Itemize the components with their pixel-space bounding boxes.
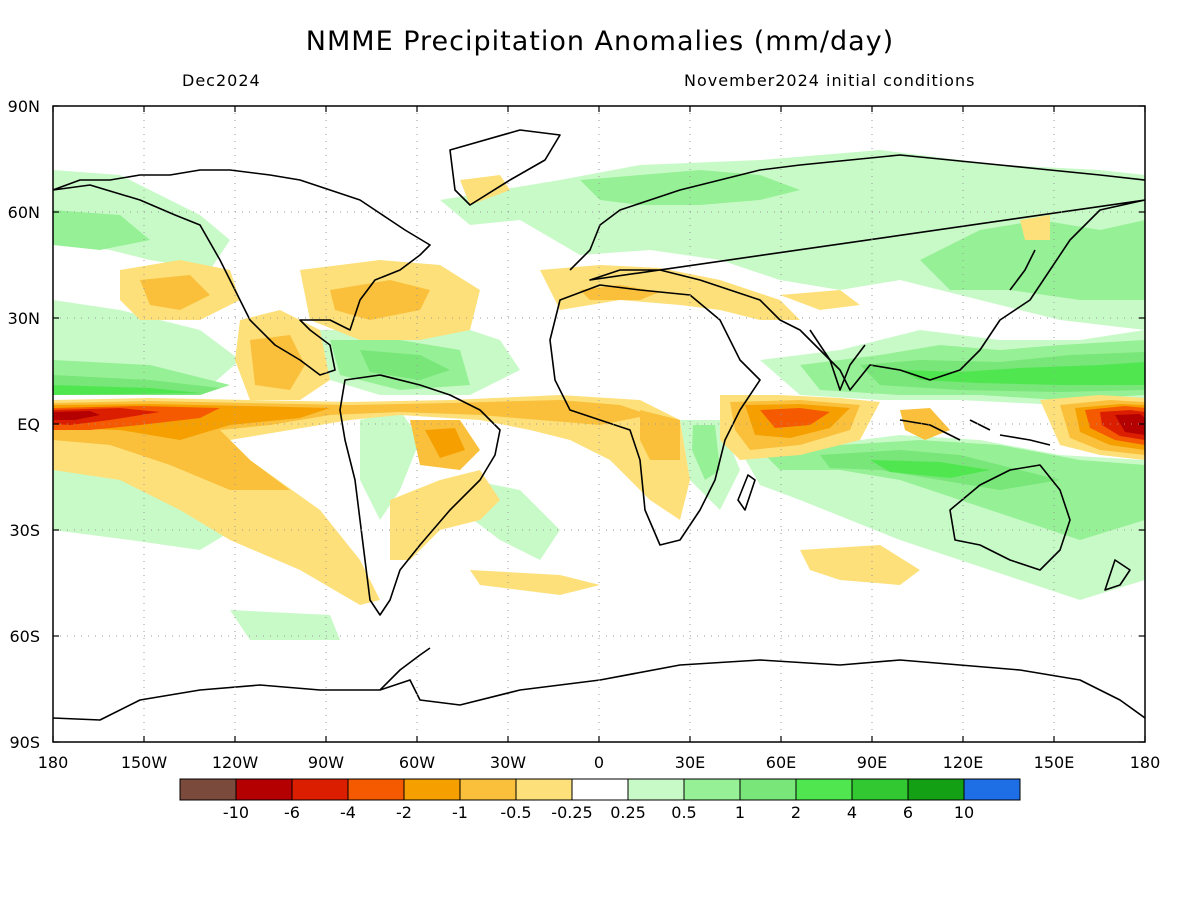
colorbar-label: -6 [284, 803, 300, 822]
dry-region [1115, 414, 1145, 435]
valid-month-label: Dec2024 [182, 71, 261, 90]
latitude-labels: 90N 60N 30N EQ 30S 60S 90S [8, 97, 40, 752]
wet-region [230, 610, 340, 640]
wet-region [53, 385, 200, 395]
colorbar-label: -10 [223, 803, 249, 822]
tick-marks [52, 105, 1146, 743]
south-america-coast [339, 374, 501, 616]
dry-region [800, 545, 920, 585]
graticule [53, 106, 1145, 742]
lat-tick-label: 90S [9, 733, 40, 752]
africa-coast [549, 284, 761, 546]
lon-tick-label: 30W [490, 753, 526, 772]
dry-region [53, 411, 100, 420]
colorbar-label: 6 [903, 803, 913, 822]
dry-region [1020, 215, 1050, 240]
madagascar-coast [737, 474, 756, 511]
colorbar-swatch [963, 778, 1021, 801]
india-coast [809, 329, 866, 391]
lon-tick-label: 150E [1034, 753, 1075, 772]
colorbar-label: -0.25 [551, 803, 592, 822]
antarctica-coast [53, 659, 1145, 721]
colorbar-swatch [907, 778, 965, 801]
lon-tick-label: 30E [675, 753, 705, 772]
lat-tick-label: 90N [8, 97, 40, 116]
colorbar-label: 10 [954, 803, 974, 822]
colorbar-swatch [739, 778, 797, 801]
lat-tick-label: 30S [9, 521, 40, 540]
lon-tick-label: 90W [308, 753, 344, 772]
colorbar-swatch [235, 778, 293, 801]
longitude-labels: 180 150W 120W 90W 60W 30W 0 30E 60E 90E … [38, 753, 1161, 772]
japan-coast [1009, 249, 1036, 291]
colorbar-swatch [347, 778, 405, 801]
dry-region [640, 410, 680, 460]
lon-tick-label: 120E [943, 753, 984, 772]
wet-region [53, 210, 150, 250]
australia-coast [949, 464, 1071, 571]
colorbar-swatch [459, 778, 517, 801]
dry-region [460, 175, 510, 205]
colorbar-label: 4 [847, 803, 857, 822]
dry-region [780, 290, 860, 310]
wet-region [900, 362, 1145, 385]
greenland-coast [449, 129, 561, 206]
lon-tick-label: 150W [121, 753, 168, 772]
colorbar-swatch [851, 778, 909, 801]
colorbar-swatch [179, 778, 237, 801]
colorbar: -10 -6 -4 -2 -1 -0.5 -0.25 0.25 0.5 1 2 4 6 10 [179, 778, 1021, 822]
colorbar-label: 0.5 [671, 803, 696, 822]
colorbar-swatch [627, 778, 685, 801]
lon-tick-label: 120W [212, 753, 259, 772]
lon-tick-label: 180 [1130, 753, 1161, 772]
dry-region [470, 570, 600, 595]
coastlines [53, 129, 1145, 721]
colorbar-label: 1 [735, 803, 745, 822]
colorbar-label: -2 [396, 803, 412, 822]
colorbar-label: 2 [791, 803, 801, 822]
new-zealand-coast [1104, 559, 1131, 591]
colorbar-swatch [515, 778, 573, 801]
dry-region [580, 285, 660, 300]
wet-region [692, 425, 720, 480]
dry-region [425, 428, 465, 458]
wet-region [870, 460, 990, 478]
chart-title: NMME Precipitation Anomalies (mm/day) [305, 26, 895, 57]
wet-region [360, 350, 450, 380]
colorbar-label: 0.25 [610, 803, 646, 822]
lon-tick-label: 0 [594, 753, 604, 772]
north-america-coast [53, 169, 431, 376]
dry-region [760, 408, 830, 428]
eurasia-coast [569, 154, 1145, 391]
colorbar-swatch [571, 778, 629, 801]
lat-tick-label: 60N [8, 203, 40, 222]
colorbar-swatch [683, 778, 741, 801]
maritime-continent-coast [899, 419, 1051, 446]
lon-tick-label: 60E [766, 753, 796, 772]
antarctic-peninsula-coast [379, 647, 431, 691]
dry-region [140, 275, 210, 310]
lat-tick-label: 60S [9, 627, 40, 646]
lat-tick-label: 30N [8, 309, 40, 328]
wet-region [53, 465, 250, 550]
colorbar-label: -0.5 [500, 803, 531, 822]
initial-conditions-label: November2024 initial conditions [684, 71, 976, 90]
lon-tick-label: 180 [38, 753, 69, 772]
colorbar-swatch [403, 778, 461, 801]
wet-region [360, 410, 420, 520]
colorbar-label: -4 [340, 803, 356, 822]
lon-tick-label: 90E [857, 753, 887, 772]
wet-region [920, 220, 1145, 300]
lon-tick-label: 60W [399, 753, 435, 772]
anomaly-field [53, 129, 1145, 721]
dry-region [250, 335, 305, 390]
lat-tick-label: EQ [17, 415, 40, 434]
colorbar-swatch [795, 778, 853, 801]
dry-region [330, 280, 430, 320]
colorbar-label: -1 [452, 803, 468, 822]
colorbar-swatch [291, 778, 349, 801]
